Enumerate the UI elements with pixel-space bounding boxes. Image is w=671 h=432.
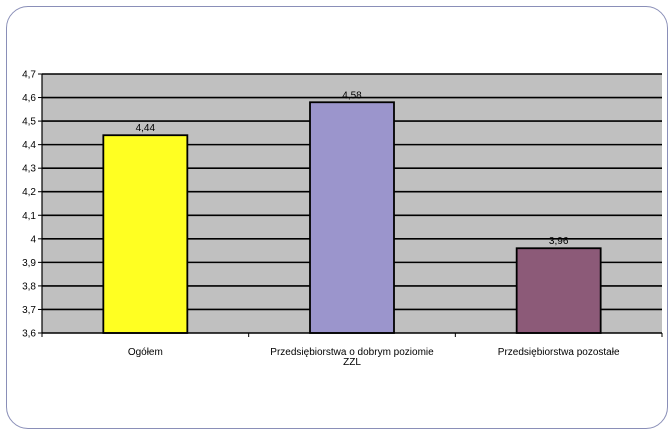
y-tick-label: 4,4 xyxy=(22,140,36,151)
y-tick-label: 3,6 xyxy=(22,329,36,340)
x-axis-labels: Ogółem Przedsiębiorstwa o dobrym poziomie… xyxy=(128,347,620,368)
value-labels: 4,44 4,58 3,96 xyxy=(136,90,569,247)
x-tick-label: Przedsiębiorstwa pozostałe xyxy=(498,347,620,358)
y-axis-ticks: 3,6 3,7 3,8 3,9 4 4,1 4,2 4,3 4,4 4,5 4,6 4,7 xyxy=(22,70,42,340)
y-tick-label: 3,8 xyxy=(22,281,36,292)
y-tick-label: 4,2 xyxy=(22,187,36,198)
bar xyxy=(309,101,395,334)
bar xyxy=(102,134,189,334)
y-tick-label: 4 xyxy=(30,234,36,245)
x-tick-label: Ogółem xyxy=(128,347,163,358)
y-tick-label: 4,3 xyxy=(22,164,36,175)
y-tick-label: 4,7 xyxy=(22,70,36,81)
axes xyxy=(41,74,663,337)
y-tick-label: 4,6 xyxy=(22,93,36,104)
y-tick-label: 3,7 xyxy=(22,305,36,316)
data-label: 3,96 xyxy=(549,236,569,247)
y-tick-label: 4,5 xyxy=(22,117,36,128)
bar xyxy=(515,247,602,334)
y-tick-label: 4,1 xyxy=(22,211,36,222)
data-label: 4,44 xyxy=(136,123,156,134)
y-tick-label: 3,9 xyxy=(22,258,36,269)
data-label: 4,58 xyxy=(342,90,362,101)
x-tick-label: Przedsiębiorstwa o dobrym poziomie ZZL xyxy=(270,347,434,368)
